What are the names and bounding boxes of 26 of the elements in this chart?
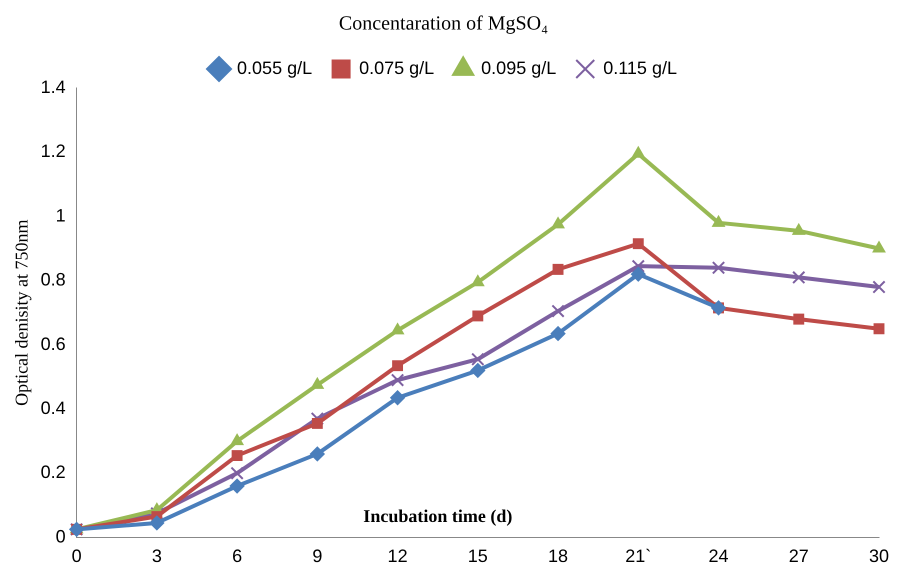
y-axis-title: Optical denisity at 750nm — [12, 219, 32, 406]
x-tick-label: 0 — [72, 546, 82, 566]
y-tick-label: 0.8 — [40, 270, 66, 290]
x-tick-label: 24 — [708, 546, 729, 566]
legend-label: 0.095 g/L — [481, 58, 556, 78]
x-tick-label: 9 — [312, 546, 322, 566]
y-tick-label: 0.4 — [40, 398, 66, 418]
y-tick-label: 1.4 — [40, 76, 66, 97]
y-tick-label: 1 — [56, 205, 66, 226]
x-tick-label: 15 — [468, 546, 488, 566]
legend-label: 0.055 g/L — [237, 58, 312, 78]
x-tick-label: 3 — [152, 546, 162, 566]
legend-label: 0.115 g/L — [603, 58, 677, 78]
y-tick-label: 0.6 — [40, 334, 66, 354]
x-tick-label: 21` — [625, 546, 652, 566]
legend-label: 0.075 g/L — [359, 58, 434, 78]
x-tick-label: 6 — [232, 546, 242, 566]
y-tick-label: 1.2 — [40, 141, 66, 162]
chart-title: Concentaration of MgSO₄ — [338, 12, 548, 34]
x-tick-label: 30 — [868, 546, 890, 566]
x-tick-label: 12 — [388, 546, 408, 566]
x-axis-title: Incubation time (d) — [363, 506, 512, 526]
x-tick-label: 18 — [548, 546, 568, 566]
y-tick-label: 0 — [56, 526, 66, 546]
x-tick-label: 27 — [788, 546, 809, 566]
y-tick-label: 0.2 — [40, 462, 66, 482]
